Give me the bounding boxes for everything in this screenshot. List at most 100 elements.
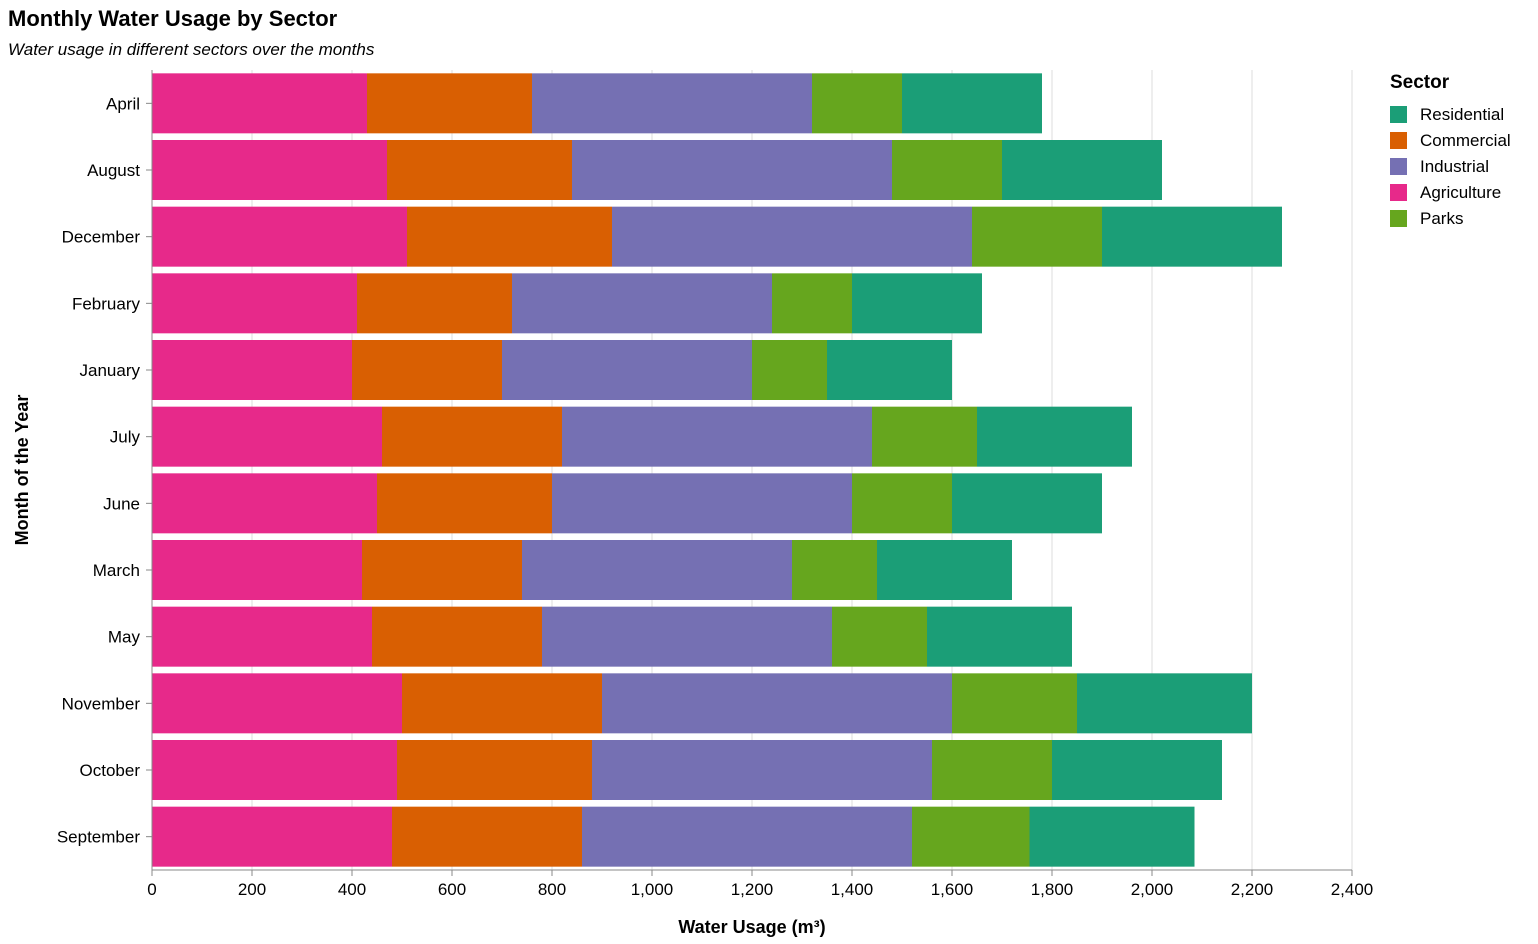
x-tick-label: 1,800 xyxy=(1031,880,1074,899)
bar-industrial-october xyxy=(592,740,932,800)
chart-title: Monthly Water Usage by Sector xyxy=(8,6,338,31)
bar-parks-february xyxy=(772,273,852,334)
y-tick-label: June xyxy=(103,494,140,513)
legend-label-residential: Residential xyxy=(1420,105,1504,124)
bar-agriculture-june xyxy=(152,473,377,534)
bar-agriculture-january xyxy=(152,340,352,400)
x-tick-label: 2,200 xyxy=(1231,880,1274,899)
legend-label-agriculture: Agriculture xyxy=(1420,183,1501,202)
bar-commercial-january xyxy=(352,340,502,400)
bar-agriculture-april xyxy=(152,73,367,134)
bar-industrial-september xyxy=(582,806,912,867)
bar-commercial-february xyxy=(357,273,512,334)
x-tick-label: 600 xyxy=(438,880,466,899)
x-tick-label: 1,600 xyxy=(931,880,974,899)
bar-commercial-may xyxy=(372,606,542,667)
y-tick-label: January xyxy=(80,361,141,380)
bar-residential-january xyxy=(827,340,952,400)
chart-subtitle: Water usage in different sectors over th… xyxy=(8,40,375,59)
bar-commercial-september xyxy=(392,806,582,867)
x-tick-label: 400 xyxy=(338,880,366,899)
bar-parks-december xyxy=(972,206,1102,267)
y-tick-label: July xyxy=(110,428,141,447)
bar-parks-november xyxy=(952,673,1077,734)
bar-industrial-april xyxy=(532,73,812,134)
bar-agriculture-september xyxy=(152,806,392,867)
y-tick-label: November xyxy=(62,694,141,713)
legend-label-industrial: Industrial xyxy=(1420,157,1489,176)
x-tick-label: 200 xyxy=(238,880,266,899)
legend-swatch-industrial xyxy=(1390,158,1407,175)
bar-residential-august xyxy=(1002,140,1162,200)
bar-parks-july xyxy=(872,406,977,467)
y-tick-label: May xyxy=(108,628,141,647)
bar-residential-june xyxy=(952,473,1102,534)
x-tick-label: 0 xyxy=(147,880,156,899)
legend-label-commercial: Commercial xyxy=(1420,131,1511,150)
y-tick-label: December xyxy=(62,228,141,247)
bar-industrial-august xyxy=(572,140,892,200)
bar-agriculture-may xyxy=(152,606,372,667)
bar-agriculture-february xyxy=(152,273,357,334)
bar-parks-august xyxy=(892,140,1002,200)
bar-parks-january xyxy=(752,340,827,400)
x-axis-title: Water Usage (m³) xyxy=(678,917,825,937)
bar-commercial-june xyxy=(377,473,552,534)
bar-commercial-october xyxy=(397,740,592,800)
legend-label-parks: Parks xyxy=(1420,209,1463,228)
legend-swatch-commercial xyxy=(1390,132,1407,149)
bar-commercial-november xyxy=(402,673,602,734)
bar-agriculture-december xyxy=(152,206,407,267)
bar-agriculture-november xyxy=(152,673,402,734)
bar-parks-may xyxy=(832,606,927,667)
bar-residential-april xyxy=(902,73,1042,134)
x-tick-label: 800 xyxy=(538,880,566,899)
y-tick-label: September xyxy=(57,828,140,847)
y-tick-label: October xyxy=(80,761,141,780)
bar-residential-march xyxy=(877,540,1012,600)
bar-residential-october xyxy=(1052,740,1222,800)
bar-industrial-may xyxy=(542,606,832,667)
bar-commercial-december xyxy=(407,206,612,267)
bar-industrial-march xyxy=(522,540,792,600)
bar-residential-july xyxy=(977,406,1132,467)
bar-industrial-july xyxy=(562,406,872,467)
y-tick-label: March xyxy=(93,561,140,580)
legend: Sector Residential Commercial Industrial Agr… xyxy=(1390,72,1511,228)
bar-agriculture-march xyxy=(152,540,362,600)
bar-parks-september xyxy=(912,806,1030,867)
bar-industrial-february xyxy=(512,273,772,334)
bar-agriculture-july xyxy=(152,406,382,467)
bar-commercial-march xyxy=(362,540,522,600)
bar-commercial-july xyxy=(382,406,562,467)
x-tick-label: 2,000 xyxy=(1131,880,1174,899)
bar-industrial-december xyxy=(612,206,972,267)
y-tick-label: April xyxy=(106,94,140,113)
legend-swatch-residential xyxy=(1390,106,1407,123)
axes: April August December February January July Ju… xyxy=(12,70,1373,937)
x-tick-label: 1,200 xyxy=(731,880,774,899)
bar-industrial-june xyxy=(552,473,852,534)
x-tick-label: 1,000 xyxy=(631,880,674,899)
bar-residential-february xyxy=(852,273,982,334)
bar-commercial-august xyxy=(387,140,572,200)
bar-agriculture-october xyxy=(152,740,397,800)
y-axis-title: Month of the Year xyxy=(12,395,32,546)
y-tick-label: February xyxy=(72,294,141,313)
bar-residential-september xyxy=(1029,806,1195,867)
legend-swatch-parks xyxy=(1390,210,1407,227)
bar-industrial-january xyxy=(502,340,752,400)
bar-residential-may xyxy=(927,606,1072,667)
bar-commercial-april xyxy=(367,73,532,134)
bar-residential-december xyxy=(1102,206,1282,267)
legend-swatch-agriculture xyxy=(1390,184,1407,201)
x-tick-label: 2,400 xyxy=(1331,880,1374,899)
bar-parks-april xyxy=(812,73,902,134)
bar-agriculture-august xyxy=(152,140,387,200)
bar-parks-march xyxy=(792,540,877,600)
bar-industrial-november xyxy=(602,673,952,734)
bar-parks-october xyxy=(932,740,1052,800)
bar-marks xyxy=(152,73,1282,867)
legend-title: Sector xyxy=(1390,72,1450,93)
